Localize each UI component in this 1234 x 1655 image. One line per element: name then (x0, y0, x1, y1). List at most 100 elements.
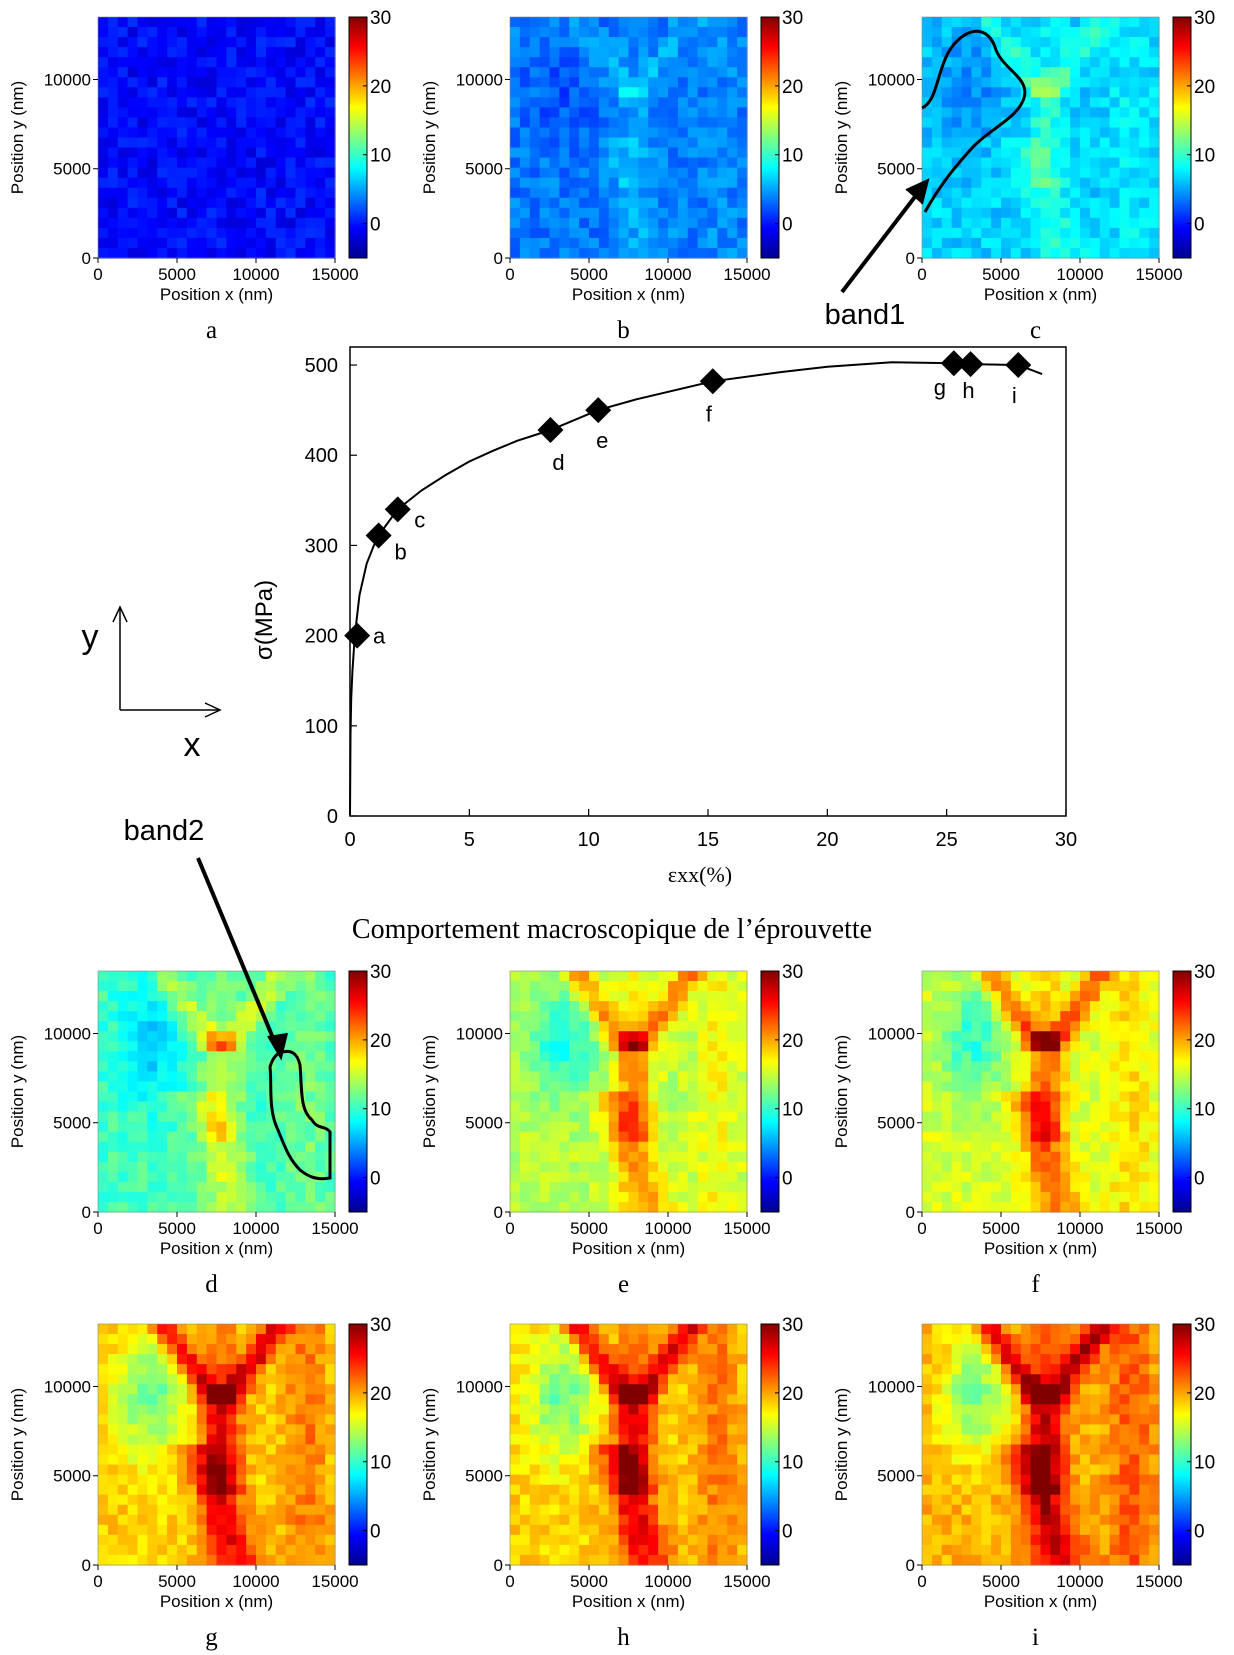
strain-cell (265, 1434, 277, 1446)
strain-cell (717, 1131, 728, 1143)
strain-cell (1080, 57, 1091, 68)
strain-cell (539, 1011, 551, 1022)
strain-cell (727, 1001, 738, 1012)
strain-cell (1030, 1011, 1042, 1022)
strain-cell (961, 167, 972, 179)
strain-cell (677, 1051, 689, 1062)
strain-cell (519, 1051, 531, 1062)
strain-cell (256, 1091, 267, 1103)
strain-cell (315, 1141, 326, 1153)
strain-cell (98, 971, 109, 982)
strain-cell (305, 1494, 316, 1506)
strain-cell (275, 1161, 287, 1173)
strain-cell (177, 1364, 188, 1375)
strain-cell (177, 1121, 188, 1133)
strain-cell (167, 97, 178, 108)
strain-cell (539, 1504, 551, 1516)
strain-cell (1139, 1344, 1150, 1355)
strain-cell (677, 1011, 689, 1022)
strain-cell (167, 57, 178, 68)
strain-cell (1089, 971, 1101, 982)
strain-cell (668, 1494, 679, 1506)
strain-cell (177, 1111, 188, 1123)
map-y-axis-label: Position y (nm) (420, 1388, 439, 1501)
strain-cell (196, 207, 208, 219)
strain-cell (579, 1131, 590, 1143)
strain-cell (941, 1011, 953, 1022)
strain-cell (246, 1404, 257, 1415)
strain-cell (1060, 207, 1071, 219)
strain-cell (226, 1494, 237, 1506)
strain-cell (951, 1324, 963, 1335)
strain-cell (727, 37, 738, 48)
strain-cell (727, 1484, 738, 1496)
strain-cell (737, 217, 748, 229)
strain-cell (549, 167, 560, 179)
strain-cell (961, 1001, 972, 1012)
strain-cell (589, 1334, 600, 1345)
strain-cell (186, 1081, 198, 1093)
strain-cell (931, 1141, 943, 1153)
strain-cell (285, 1091, 297, 1103)
strain-cell (598, 187, 610, 199)
strain-cell (127, 1414, 139, 1426)
strain-cell (1050, 57, 1061, 68)
strain-cell (107, 1364, 119, 1375)
strain-cell (638, 237, 649, 249)
strain-cell (315, 1414, 326, 1426)
strain-cell (697, 1454, 709, 1466)
strain-cell (658, 27, 669, 38)
strain-cell (305, 1041, 316, 1052)
strain-cell (981, 1121, 992, 1133)
strain-cell (137, 1434, 148, 1446)
colorbar-tick-label: 30 (370, 1315, 391, 1336)
strain-cell (697, 1061, 709, 1073)
strain-cell (1129, 1374, 1140, 1385)
strain-cell (236, 1354, 247, 1365)
strain-cell (589, 1011, 600, 1022)
strain-cell (196, 1424, 208, 1436)
strain-cell (256, 1344, 267, 1355)
strain-cell (1109, 1041, 1121, 1052)
strain-cell (177, 1544, 188, 1556)
strain-cell (569, 1344, 580, 1355)
strain-cell (315, 1504, 326, 1516)
strain-cell (1129, 1334, 1140, 1345)
strain-cell (206, 77, 218, 88)
strain-cell (216, 137, 227, 149)
strain-cell (147, 167, 158, 179)
strain-cell (1070, 1344, 1081, 1355)
strain-cell (569, 247, 580, 259)
strain-cell (539, 1364, 551, 1375)
strain-cell (510, 1334, 521, 1345)
strain-cell (539, 1334, 551, 1345)
strain-cell (1119, 97, 1130, 108)
strain-cell (1050, 1071, 1061, 1083)
strain-cell (186, 127, 198, 139)
map-x-tick-label: 15000 (311, 265, 358, 284)
strain-cell (579, 1101, 590, 1113)
strain-cell (1040, 1021, 1051, 1032)
strain-cell (305, 1484, 316, 1496)
strain-cell (677, 127, 689, 139)
strain-cell (1070, 1374, 1081, 1385)
strain-cell (648, 87, 659, 98)
strain-cell (1080, 177, 1091, 189)
strain-cell (325, 1554, 336, 1566)
strain-cell (186, 1011, 198, 1022)
strain-cell (697, 117, 709, 129)
strain-cell (519, 1091, 531, 1103)
strain-cell (196, 1334, 208, 1345)
strain-cell (265, 217, 277, 229)
strain-cell (922, 197, 933, 209)
strain-cell (648, 1364, 659, 1375)
strain-cell (628, 1091, 639, 1103)
strain-cell (1001, 1001, 1012, 1012)
strain-cell (157, 1161, 168, 1173)
strain-cell (608, 1011, 620, 1022)
strain-cell (648, 137, 659, 149)
strain-cell (117, 1201, 129, 1213)
strain-cell (206, 97, 218, 108)
strain-cell (1129, 57, 1140, 68)
strain-cell (1010, 17, 1022, 28)
